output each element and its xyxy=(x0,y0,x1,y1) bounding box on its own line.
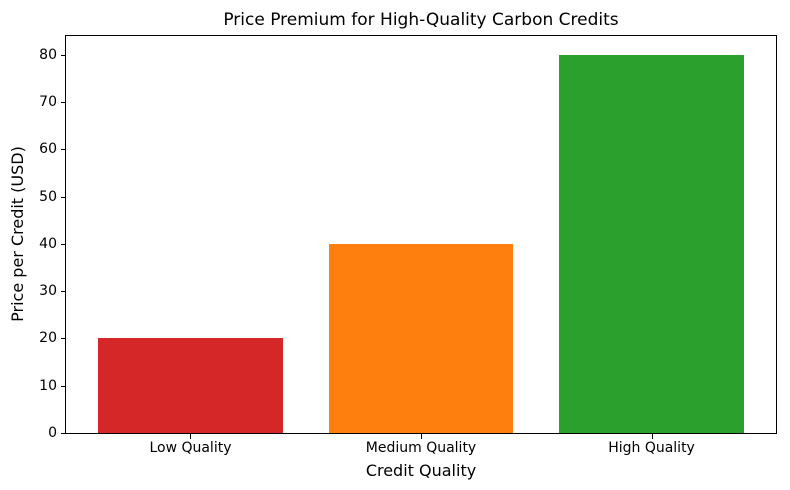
x-tick-mark-high-quality xyxy=(651,434,653,439)
chart-title: Price Premium for High-Quality Carbon Cr… xyxy=(223,10,619,30)
y-tick-label-30: 30 xyxy=(39,283,57,300)
y-tick-label-0: 0 xyxy=(48,425,57,441)
x-tick-label-medium-quality: Medium Quality xyxy=(365,440,477,456)
y-tick-label-80: 80 xyxy=(39,46,57,63)
bar-medium-quality xyxy=(328,243,514,433)
bar-high-quality xyxy=(559,54,744,433)
y-tick-mark-10 xyxy=(61,385,66,387)
y-tick-label-40: 40 xyxy=(39,235,57,252)
y-tick-mark-0 xyxy=(61,433,66,434)
plot-area xyxy=(65,35,777,434)
y-tick-mark-60 xyxy=(61,149,66,151)
y-tick-label-70: 70 xyxy=(39,94,57,111)
x-tick-label-high-quality: High Quality xyxy=(608,440,695,456)
y-tick-mark-50 xyxy=(61,196,66,198)
y-tick-mark-30 xyxy=(61,291,66,293)
x-tick-mark-medium-quality xyxy=(421,434,422,439)
x-tick-label-low-quality: Low Quality xyxy=(149,440,232,456)
y-tick-label-20: 20 xyxy=(39,330,57,347)
y-tick-mark-20 xyxy=(61,338,66,340)
y-tick-mark-40 xyxy=(61,243,66,245)
y-tick-mark-80 xyxy=(61,54,66,56)
x-tick-mark-low-quality xyxy=(190,434,192,439)
bar-low-quality xyxy=(98,338,283,433)
y-tick-label-50: 50 xyxy=(39,188,57,205)
x-axis-label: Credit Quality xyxy=(365,461,477,480)
y-tick-label-10: 10 xyxy=(39,377,57,394)
y-tick-mark-70 xyxy=(61,102,66,104)
y-tick-label-60: 60 xyxy=(39,141,57,158)
